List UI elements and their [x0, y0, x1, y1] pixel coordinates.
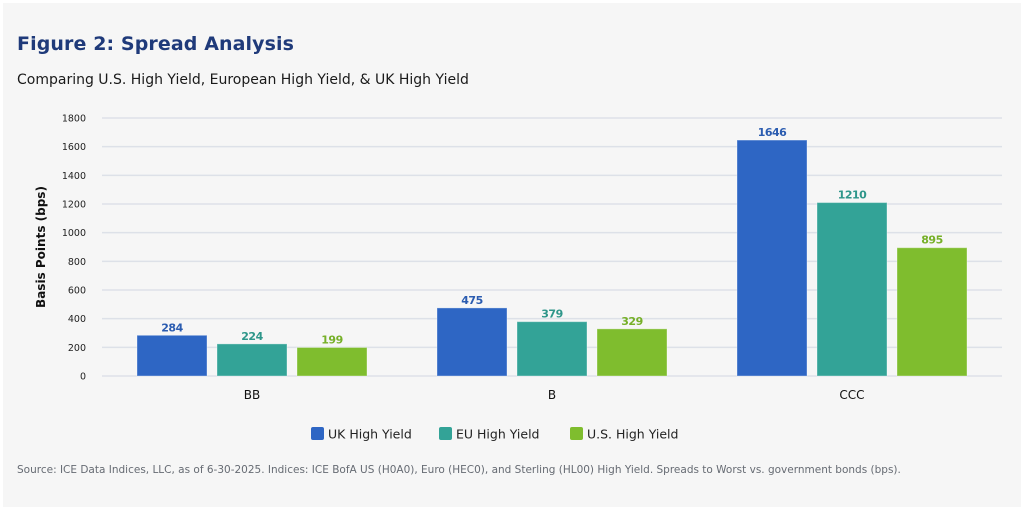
legend-item: UK High Yield [311, 427, 412, 442]
bar-eu-high-yield-b [516, 321, 588, 377]
x-tick-label: B [548, 388, 556, 402]
data-label: 1646 [758, 126, 787, 139]
bar-u-s-high-yield-b [596, 328, 668, 377]
bars [136, 139, 968, 377]
legend-swatch [311, 427, 324, 440]
y-tick-label: 1400 [62, 171, 86, 182]
legend-swatch [570, 427, 583, 440]
y-tick-label: 800 [68, 257, 86, 268]
data-label: 379 [541, 308, 562, 321]
y-tick-labels: 0 200 400 600 800 1000 1200 1400 1600 1800 [62, 114, 86, 383]
bar-u-s-high-yield-bb [296, 346, 368, 377]
y-tick-label: 200 [68, 343, 86, 354]
y-tick-label: 400 [68, 314, 86, 325]
data-labels: 284 224 199 475 379 329 1646 1210 895 [161, 126, 943, 346]
y-tick-label: 1600 [62, 142, 86, 153]
data-label: 895 [921, 234, 942, 247]
bar-uk-high-yield-bb [136, 334, 208, 377]
bar-u-s-high-yield-ccc [896, 247, 968, 377]
legend-item: U.S. High Yield [570, 427, 678, 442]
data-label: 284 [161, 321, 183, 334]
legend-label: U.S. High Yield [587, 427, 678, 442]
bar-eu-high-yield-bb [216, 343, 288, 377]
bar-uk-high-yield-ccc [736, 139, 808, 377]
legend-label: EU High Yield [456, 427, 539, 442]
x-tick-label: BB [244, 388, 260, 402]
y-tick-label: 0 [80, 372, 86, 383]
legend-item: EU High Yield [439, 427, 539, 442]
figure-subtitle: Comparing U.S. High Yield, European High… [17, 72, 469, 88]
legend-swatch [439, 427, 452, 440]
data-label: 199 [321, 333, 342, 346]
source-note: Source: ICE Data Indices, LLC, as of 6-3… [17, 464, 901, 476]
bar-uk-high-yield-b [436, 307, 508, 377]
y-tick-label: 1800 [62, 114, 86, 125]
y-axis-label: Basis Points (bps) [34, 186, 48, 308]
x-tick-label: CCC [839, 388, 864, 402]
data-label: 329 [621, 315, 642, 328]
data-label: 224 [241, 330, 263, 343]
data-label: 1210 [838, 189, 867, 202]
y-tick-label: 1000 [62, 228, 86, 239]
y-tick-label: 1200 [62, 200, 86, 211]
x-tick-labels: BB B CCC [244, 388, 865, 402]
legend: UK High Yield EU High Yield U.S. High Yiel… [311, 427, 678, 442]
bar-eu-high-yield-ccc [816, 202, 888, 377]
legend-label: UK High Yield [328, 427, 412, 442]
data-label: 475 [461, 294, 482, 307]
figure-title: Figure 2: Spread Analysis [17, 33, 295, 55]
y-tick-label: 600 [68, 286, 86, 297]
